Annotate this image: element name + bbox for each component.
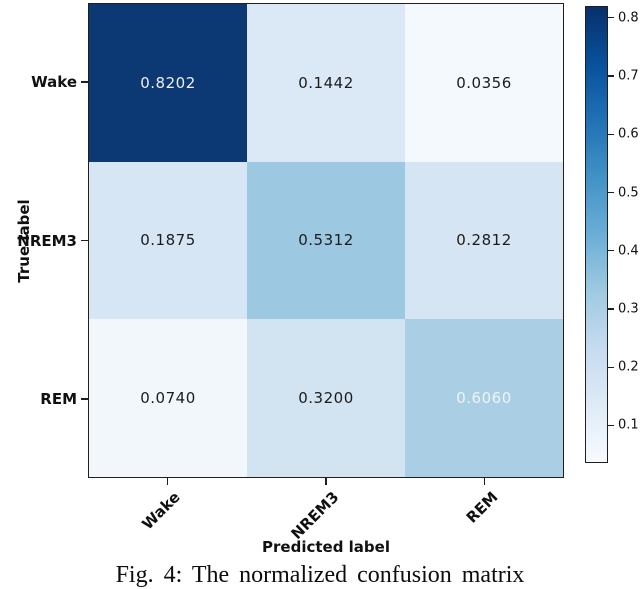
cell-value: 0.8202 <box>140 73 196 92</box>
colorbar-tick-label: 0.5 <box>618 185 639 200</box>
y-tick-label: NREM3 <box>17 231 77 250</box>
colorbar-tick-mark <box>608 17 614 19</box>
colorbar-tick-mark <box>608 366 614 368</box>
y-tick-mark <box>81 81 88 83</box>
colorbar-tick-label: 0.7 <box>618 68 639 84</box>
heatmap-cell: 0.0740 <box>89 319 247 477</box>
x-tick-mark <box>166 478 169 485</box>
x-tick-label: REM <box>462 488 502 527</box>
cell-value: 0.6060 <box>456 389 512 408</box>
colorbar-tick-label: 0.1 <box>618 417 639 433</box>
heatmap-cell: 0.1442 <box>247 4 405 162</box>
cell-value: 0.2812 <box>456 231 512 250</box>
colorbar-tick-mark <box>608 308 614 310</box>
x-tick-label: Wake <box>138 488 185 534</box>
cell-value: 0.0740 <box>140 389 196 408</box>
heatmap-cell: 0.5312 <box>247 161 405 320</box>
y-axis-label: True label <box>15 199 33 283</box>
colorbar-tick-label: 0.8 <box>618 10 639 26</box>
y-tick-label: Wake <box>31 73 77 92</box>
heatmap-cell: 0.1875 <box>89 161 247 320</box>
y-tick-label: REM <box>40 389 77 408</box>
colorbar-tick-mark <box>608 191 614 194</box>
colorbar-tick-mark <box>608 250 614 252</box>
figure-caption: Fig. 4: The normalized confusion matrix <box>115 562 525 588</box>
cell-value: 0.1875 <box>140 231 196 250</box>
heatmap-cell: 0.0356 <box>405 4 563 162</box>
heatmap-cell: 0.8202 <box>89 4 247 162</box>
cell-value: 0.0356 <box>456 73 512 92</box>
heatmap-cell: 0.2812 <box>405 161 563 320</box>
cell-value: 0.1442 <box>298 73 354 92</box>
colorbar-tick-label: 0.4 <box>618 243 639 259</box>
x-tick-mark <box>483 478 486 485</box>
colorbar-tick-label: 0.6 <box>618 126 639 142</box>
colorbar-tick-label: 0.2 <box>618 359 639 375</box>
colorbar-tick-label: 0.3 <box>618 301 639 317</box>
y-tick-mark <box>81 398 88 400</box>
colorbar-gradient <box>585 6 608 463</box>
heatmap-cell: 0.3200 <box>247 319 405 477</box>
cell-value: 0.3200 <box>298 389 354 408</box>
cell-value: 0.5312 <box>298 231 354 250</box>
colorbar-tick-mark <box>608 424 614 427</box>
heatmap-cell: 0.6060 <box>405 319 563 477</box>
x-tick-mark <box>325 478 327 485</box>
x-tick-label: NREM3 <box>287 488 343 543</box>
colorbar-tick-mark <box>608 75 614 77</box>
heatmap-plot: 0.8202 0.1442 0.0356 0.1875 0.5312 0.2812 0.07… <box>88 3 564 478</box>
y-tick-mark <box>81 239 88 242</box>
colorbar-tick-mark <box>608 133 614 135</box>
x-axis-label: Predicted label <box>262 538 390 556</box>
